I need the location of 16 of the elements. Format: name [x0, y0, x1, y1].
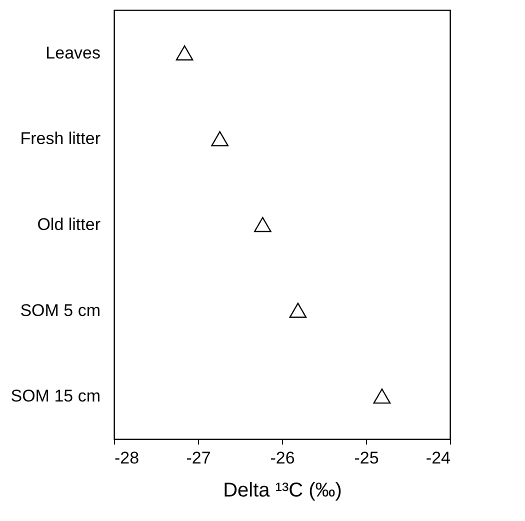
- x-tick-label: -27: [186, 448, 211, 468]
- x-tick-label: -25: [354, 448, 379, 468]
- y-tick-label: Fresh litter: [20, 129, 101, 148]
- y-tick-label: Leaves: [46, 43, 100, 62]
- y-tick-label: SOM 15 cm: [10, 386, 100, 406]
- point: [176, 45, 194, 60]
- point: [254, 216, 272, 232]
- y-tick-label: SOM 5 cm: [20, 300, 100, 320]
- x-tick-label: -24: [426, 448, 450, 468]
- point: [289, 302, 307, 318]
- point: [373, 388, 391, 404]
- y-tick-label: Old litter: [37, 215, 101, 234]
- x-tick-label: -28: [114, 448, 140, 468]
- point: [211, 131, 228, 146]
- x-axis-title: Delta ¹³C (‰): [223, 480, 342, 502]
- x-tick-label: -26: [270, 448, 295, 468]
